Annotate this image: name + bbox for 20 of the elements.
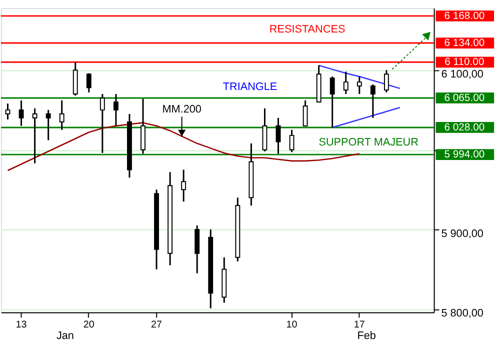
x-tick-label: 13 xyxy=(16,320,28,331)
y-tick-label: 5 800,00 xyxy=(441,308,484,320)
x-tick-label: 10 xyxy=(286,320,298,331)
ref-line-label: 6 134.00 xyxy=(444,38,485,49)
text: Feb xyxy=(357,330,376,342)
annotation: RESISTANCES xyxy=(269,24,346,36)
annotation: MM.200 xyxy=(162,104,202,116)
y-tick-label: 5 900,00 xyxy=(441,228,484,240)
ref-line-label: 6 168.00 xyxy=(444,10,485,22)
annotation: SUPPORT MAJEUR xyxy=(318,136,419,148)
x-tick-label: 20 xyxy=(83,320,95,331)
y-tick-label: 6 100,00 xyxy=(441,68,484,81)
ref-line-label: 6 110.00 xyxy=(444,57,484,68)
ref-line-label: 6 065.00 xyxy=(444,92,485,104)
ref-line-label: 6 028.00 xyxy=(444,122,485,134)
x-tick-label: 27 xyxy=(151,320,162,331)
text: Jan xyxy=(56,330,74,342)
x-tick-label: 17 xyxy=(354,320,365,331)
annotation: TRIANGLE xyxy=(222,80,278,93)
ref-line-label: 5 994.00 xyxy=(444,150,485,161)
